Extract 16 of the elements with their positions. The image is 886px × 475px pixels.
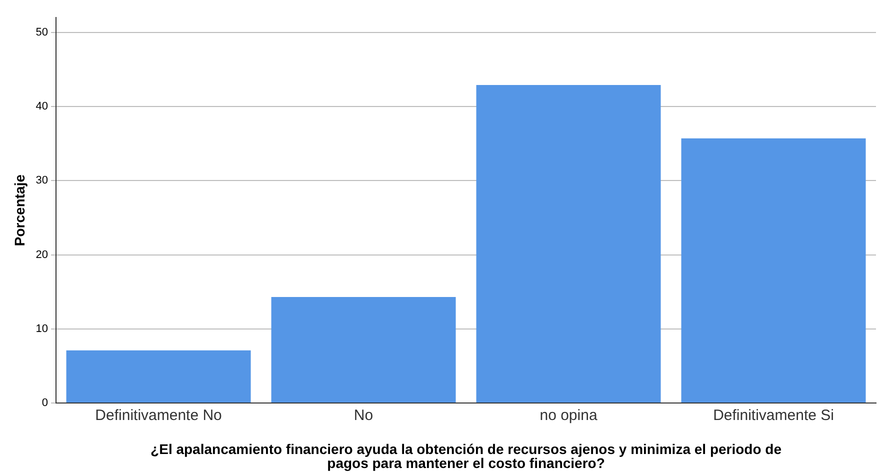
y-tick-label: 0 [42,397,48,410]
y-tick-label: 10 [36,322,48,335]
x-axis-title: ¿El apalancamiento financiero ayuda la obtención de recursos ajenos y minimiza el periodo de pagos para mantener el costo financiero? [150,440,782,471]
bar [476,85,661,402]
y-tick-label: 30 [36,174,48,187]
x-tick-label: No [354,407,374,424]
y-tick-label: 50 [36,26,48,38]
bar [681,138,866,402]
y-tick-label: 40 [36,100,48,113]
y-axis-title: Porcentaje [11,174,28,246]
x-tick-label: Definitivamente Si [713,407,834,424]
bar [271,297,456,402]
bar [66,350,251,402]
y-tick-label: 20 [36,248,48,261]
x-tick-label: Definitivamente No [95,407,222,424]
x-tick-label: no opina [540,407,598,424]
